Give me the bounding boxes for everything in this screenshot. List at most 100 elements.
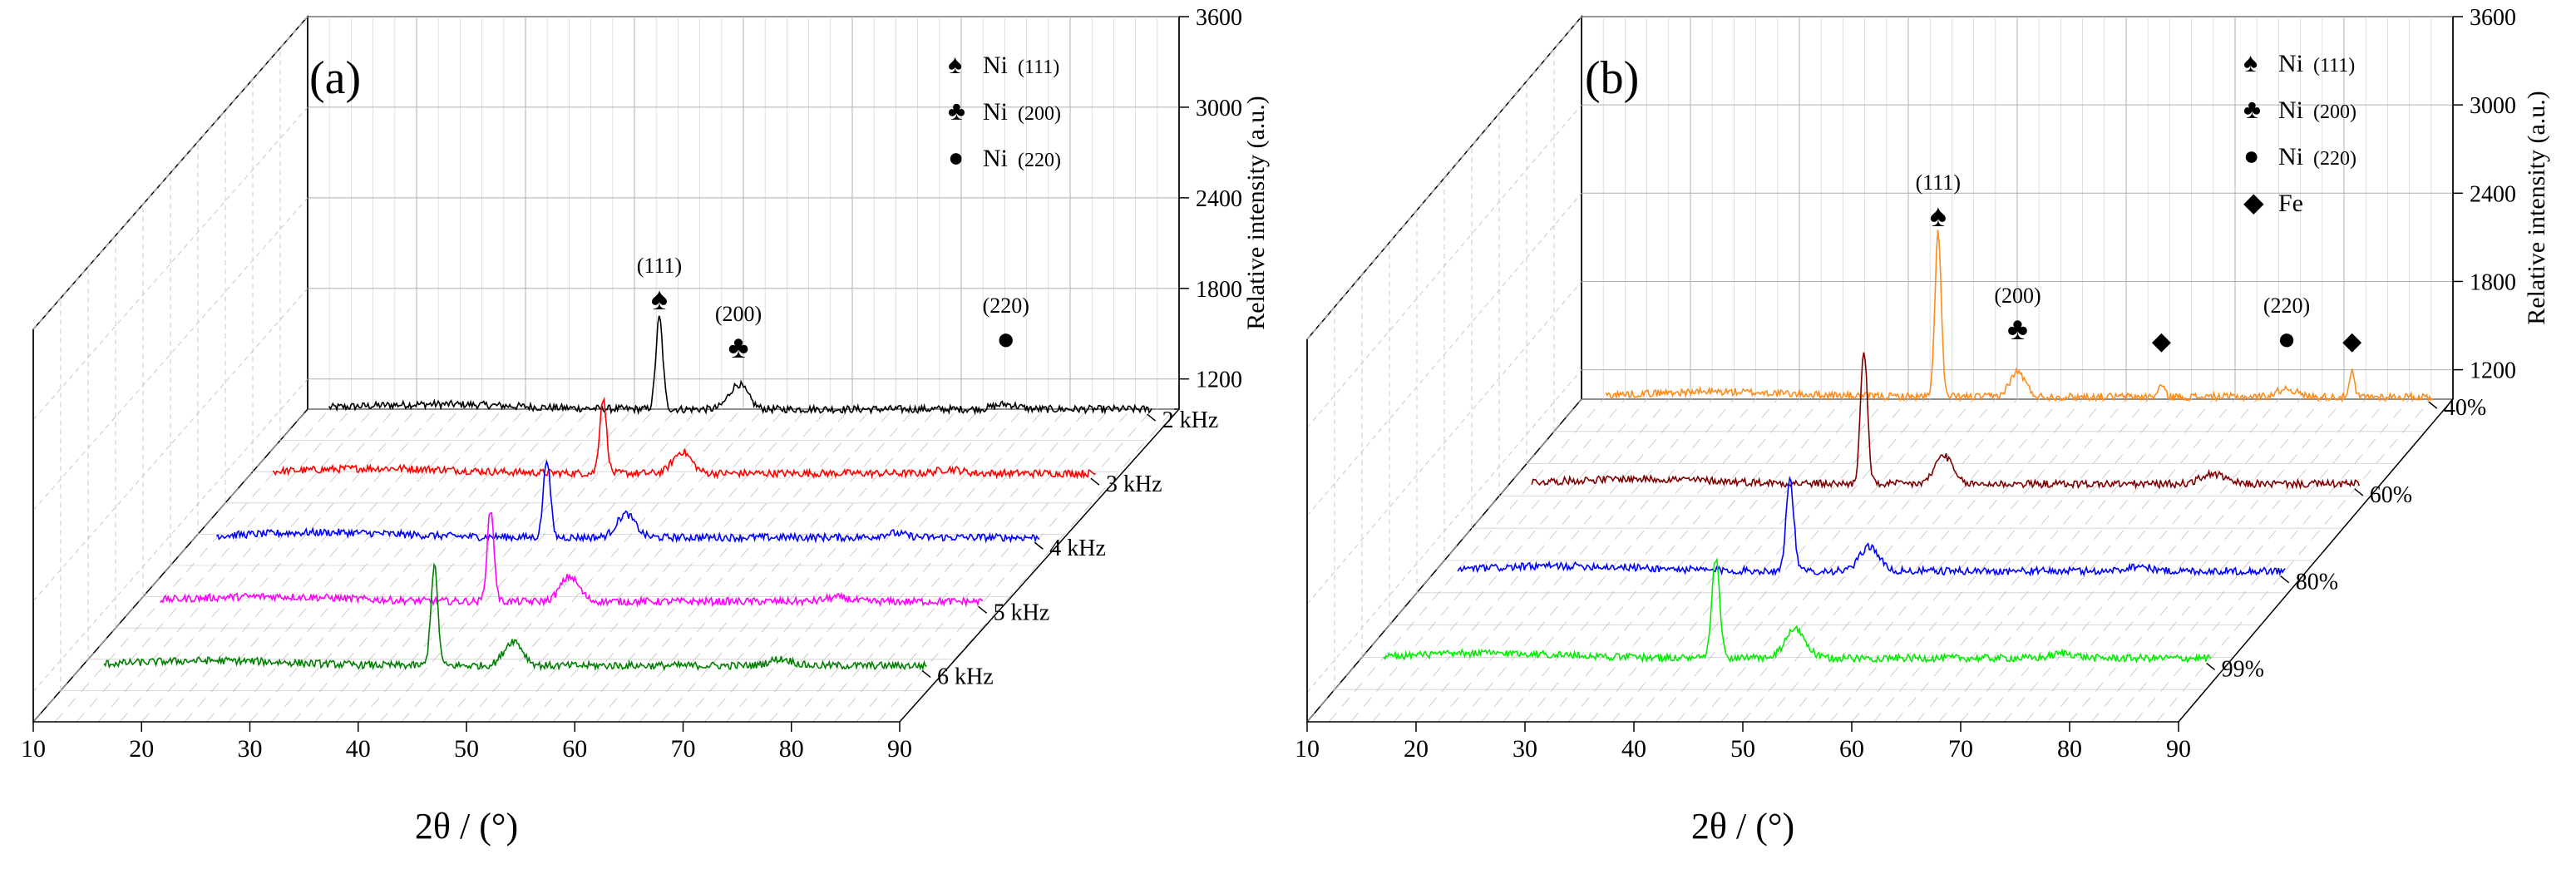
series-label: 5 kHz [994,600,1050,625]
floor-hatch [1350,398,1626,723]
floor-hatch [487,408,763,723]
floor [32,408,1175,723]
series-label: 99% [2222,656,2264,682]
series-trace [160,511,984,608]
x-tick-label: 50 [454,735,479,763]
floor-hatch [2026,398,2301,723]
side-grid-hline [1306,192,1582,516]
floor-hatch [1895,398,2170,723]
right-depth-axis [2178,398,2454,723]
back-wall [307,16,1180,410]
floor-hatch [2113,398,2388,723]
panel-label: (b) [1585,52,1639,104]
z-tick-label: 1200 [1196,368,1242,393]
series-tick [1034,541,1044,550]
x-tick-label: 20 [1404,735,1429,763]
floor-hatch [856,408,1132,723]
legend-text: Ni [983,52,1008,79]
floor-hatch [1633,398,1909,723]
floor-hatch [162,408,438,723]
floor-hatch [1306,398,1582,723]
floor-hatch [2134,398,2410,723]
floor-hatch [1590,398,1865,723]
floor-hatch [595,408,871,723]
z-tick-label: 3000 [1196,96,1242,121]
floor-hatch [1328,398,1604,723]
floor-hatch [379,408,655,723]
side-wall [32,15,308,723]
z-tick-label: 3000 [2470,93,2516,119]
x-tick-label: 30 [1513,735,1537,763]
z-tick-label: 1800 [2470,269,2516,295]
legend-symbol: ♠ [2243,47,2258,77]
floor-hatch [530,408,807,723]
side-wall [1306,14,1582,724]
series-label: 6 kHz [937,664,994,689]
floor-hatch [1742,398,2018,723]
z-tick-label: 3600 [1196,5,1242,31]
floor-hatch [639,408,915,723]
legend-sub: (111) [2313,55,2355,77]
floor-hatch [32,408,308,723]
x-tick-label: 30 [238,735,263,763]
floor-hatch [1524,398,1800,723]
side-grid-hline [1306,16,1582,340]
peak-marker: ● [2277,322,2297,357]
floor-hatch [1372,398,1647,723]
z-axis-title: Relative intensity (a.u.) [2523,91,2550,325]
floor-hatch [1720,398,1996,723]
peak-marker: ♣ [2007,312,2028,347]
z-tick-label: 2400 [1196,186,1242,212]
floor-hatch [271,408,546,723]
floor-hatch [2156,398,2432,723]
floor-hatch [401,408,677,723]
series-label: 2 kHz [1162,407,1219,433]
floor-hatch [834,408,1110,723]
floor-hatch [1611,398,1888,723]
floor-hatch [422,408,698,723]
panel-b: 10 20 30 40 50 60 70 80 90 2θ / (°) 1200 1800 2400 30… [1295,5,2550,847]
floor-hatch [791,408,1067,723]
floor-hatch [2090,398,2366,723]
legend-symbol: ♣ [2243,94,2261,124]
legend-text: Ni [983,145,1008,172]
z-tick-label: 3600 [2470,5,2516,31]
x-tick-label: 10 [21,735,46,763]
series-trace [103,562,927,672]
series-tick [2206,662,2216,671]
series-tick [2428,401,2438,409]
floor-hatch [1808,398,2083,723]
floor-hatch [1459,398,1735,723]
peak-label: (220) [2263,294,2310,318]
floor-hatch [1851,398,2127,723]
floor-hatch [1546,398,1822,723]
legend-sub: (220) [1018,150,1061,171]
floor-hatch [2069,398,2345,723]
x-tick-label: 40 [346,735,371,763]
floor-hatch [661,408,936,723]
x-tick-label: 60 [562,735,587,763]
floor-hatch [1394,398,1670,723]
peak-marker: ♠ [1930,199,1947,234]
x-axis-title: 2θ / (°) [1691,806,1794,847]
floor-hatch [76,408,352,723]
series-trace [1457,476,2286,577]
legend-symbol: ♠ [948,49,962,79]
x-tick-label: 40 [1621,735,1646,763]
z-tick-label: 1200 [2470,358,2516,384]
floor-hatch [552,408,828,723]
peak-marker: ♣ [728,330,749,365]
x-tick-label: 80 [2057,735,2082,763]
series-tick [2354,488,2364,496]
peak-label: (200) [715,302,762,326]
floor-hatch [1981,398,2258,723]
floor-hatch [1415,398,1691,723]
series-tick [1090,477,1100,486]
right-depth-axis [899,408,1180,723]
floor-hatch [1677,398,1952,723]
x-tick-label: 70 [671,735,696,763]
series-trace [215,458,1040,544]
floor-hatch [1503,398,1779,723]
series-label: 60% [2370,482,2412,508]
z-tick-label: 1800 [1196,277,1242,303]
